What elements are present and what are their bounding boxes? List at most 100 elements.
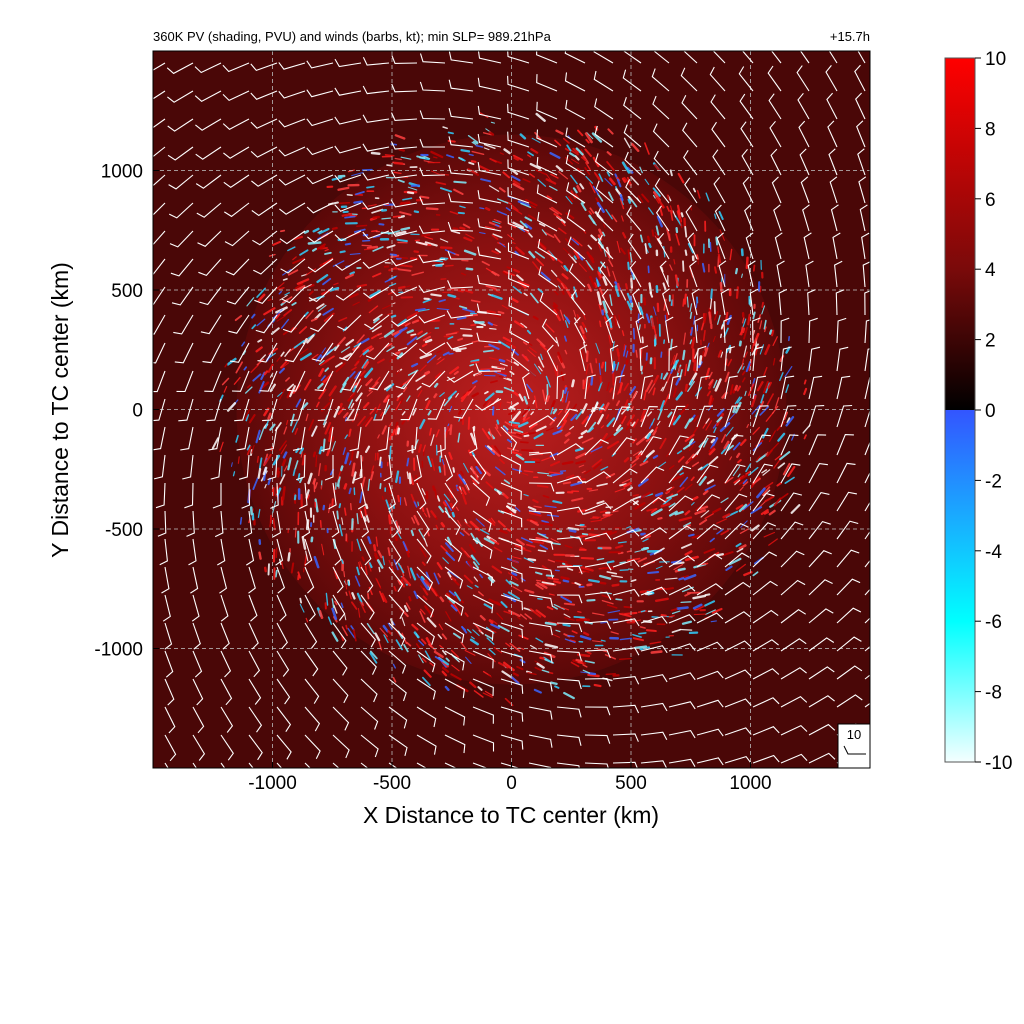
pv-streak	[353, 228, 366, 233]
wind-barb	[418, 225, 446, 234]
pv-streak	[248, 414, 256, 424]
pv-streak	[450, 673, 462, 681]
pv-streak	[436, 358, 445, 365]
pv-streak	[767, 381, 772, 389]
pv-streak	[396, 238, 408, 243]
pv-streak	[470, 160, 477, 163]
pv-streak	[599, 581, 607, 585]
pv-streak	[722, 551, 734, 557]
pv-streak	[703, 347, 709, 357]
pv-streak	[274, 569, 278, 578]
wind-barb	[808, 434, 827, 456]
wind-barb	[324, 455, 334, 481]
pv-streak	[693, 315, 696, 325]
pv-streak	[549, 207, 559, 215]
pv-streak	[265, 420, 269, 429]
wind-barb	[584, 620, 612, 630]
pv-streak	[581, 153, 590, 165]
pv-streak	[555, 129, 564, 135]
pv-streak	[673, 353, 678, 365]
pv-streak	[676, 450, 683, 455]
pv-streak	[601, 599, 614, 605]
wind-barb	[416, 510, 430, 537]
pv-streak	[493, 646, 503, 654]
wind-barb	[574, 316, 586, 344]
pv-streak	[639, 460, 649, 467]
colorbar-tick-label: 6	[985, 190, 996, 211]
pv-streak	[646, 235, 651, 243]
wind-barb	[584, 649, 611, 659]
pv-streak	[640, 408, 647, 419]
wind-barb	[683, 51, 698, 64]
wind-barb	[212, 483, 222, 509]
pv-streak	[570, 174, 578, 185]
wind-barb	[390, 141, 418, 150]
pv-streak	[735, 542, 742, 548]
pv-streak	[394, 535, 398, 542]
wind-barb	[174, 342, 194, 364]
pv-streak	[494, 466, 506, 476]
pv-streak	[682, 349, 686, 361]
wind-barb	[564, 51, 586, 64]
pv-streak	[404, 322, 411, 327]
pv-streak	[736, 396, 743, 404]
pv-streak	[351, 382, 359, 389]
wind-barb	[275, 538, 284, 566]
wind-barb	[796, 65, 810, 92]
pv-streak	[603, 223, 606, 229]
pv-streak	[577, 610, 582, 613]
pv-streak	[375, 536, 379, 547]
pv-streak	[438, 505, 445, 513]
pv-streak	[416, 155, 426, 159]
pv-streak	[601, 566, 614, 570]
pv-streak	[359, 370, 366, 377]
pv-streak	[234, 314, 243, 322]
wind-barb	[251, 174, 278, 187]
wind-barb	[612, 406, 631, 428]
wind-barb	[601, 288, 614, 316]
pv-streak	[669, 209, 674, 221]
wind-barb	[668, 555, 695, 568]
pv-streak	[491, 449, 501, 457]
wind-barb	[808, 637, 835, 652]
wind-barb	[252, 230, 278, 246]
pv-streak	[446, 154, 455, 159]
pv-streak	[315, 401, 320, 408]
pv-streak	[479, 614, 486, 621]
pv-streak	[648, 382, 656, 394]
pv-streak	[564, 431, 571, 437]
wind-barb	[805, 260, 814, 288]
pv-streak	[484, 445, 496, 456]
pv-streak	[550, 399, 556, 409]
wind-barb	[599, 261, 614, 288]
wind-barb	[278, 146, 306, 157]
pv-streak	[310, 317, 318, 322]
wind-barb	[500, 482, 522, 500]
pv-streak	[312, 227, 320, 233]
wind-barb	[238, 454, 250, 480]
wind-barb	[597, 234, 614, 260]
pv-streak	[688, 533, 695, 537]
pv-streak	[440, 257, 449, 260]
pv-streak	[286, 390, 292, 399]
pv-streak	[724, 476, 734, 484]
wind-barb	[780, 492, 803, 512]
pv-streak	[563, 335, 568, 342]
pv-streak	[377, 358, 385, 364]
wind-barb	[159, 538, 168, 566]
pv-streak	[618, 612, 632, 618]
wind-barb	[836, 375, 851, 400]
pv-streak	[360, 476, 366, 490]
wind-barb	[696, 583, 723, 596]
pv-streak	[397, 268, 412, 272]
pv-streak	[557, 285, 561, 289]
pv-streak	[591, 132, 603, 143]
pv-streak	[460, 547, 470, 558]
pv-streak	[318, 388, 327, 400]
wind-barb	[605, 316, 614, 344]
wind-barb	[740, 121, 754, 148]
pv-streak	[370, 151, 381, 155]
pv-streak	[298, 348, 309, 356]
pv-streak	[348, 590, 352, 600]
pv-streak	[537, 549, 547, 553]
